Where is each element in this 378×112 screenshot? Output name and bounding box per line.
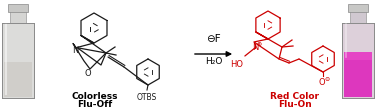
Text: Red Color: Red Color (271, 91, 319, 100)
Text: Colorless: Colorless (72, 91, 118, 100)
Bar (10, 12, 26, 24)
Text: Flu-On: Flu-On (278, 99, 312, 108)
Text: ⊕: ⊕ (256, 41, 262, 46)
FancyBboxPatch shape (8, 5, 28, 13)
Text: Flu-Off: Flu-Off (77, 99, 113, 108)
FancyBboxPatch shape (348, 5, 368, 13)
Text: N: N (252, 42, 258, 51)
FancyBboxPatch shape (2, 24, 34, 98)
Text: O: O (319, 77, 325, 86)
Bar (4, 62, 32, 97)
FancyBboxPatch shape (342, 24, 374, 98)
Bar (344, 53, 372, 60)
Text: H₂O: H₂O (205, 56, 222, 65)
Text: N: N (72, 46, 78, 55)
Text: ⊖: ⊖ (324, 76, 330, 81)
Text: O: O (85, 69, 91, 78)
Bar (350, 12, 366, 24)
Text: OTBS: OTBS (137, 92, 157, 101)
Bar (344, 53, 372, 97)
Text: ⊖F: ⊖F (206, 34, 221, 44)
Text: HO: HO (230, 59, 243, 68)
